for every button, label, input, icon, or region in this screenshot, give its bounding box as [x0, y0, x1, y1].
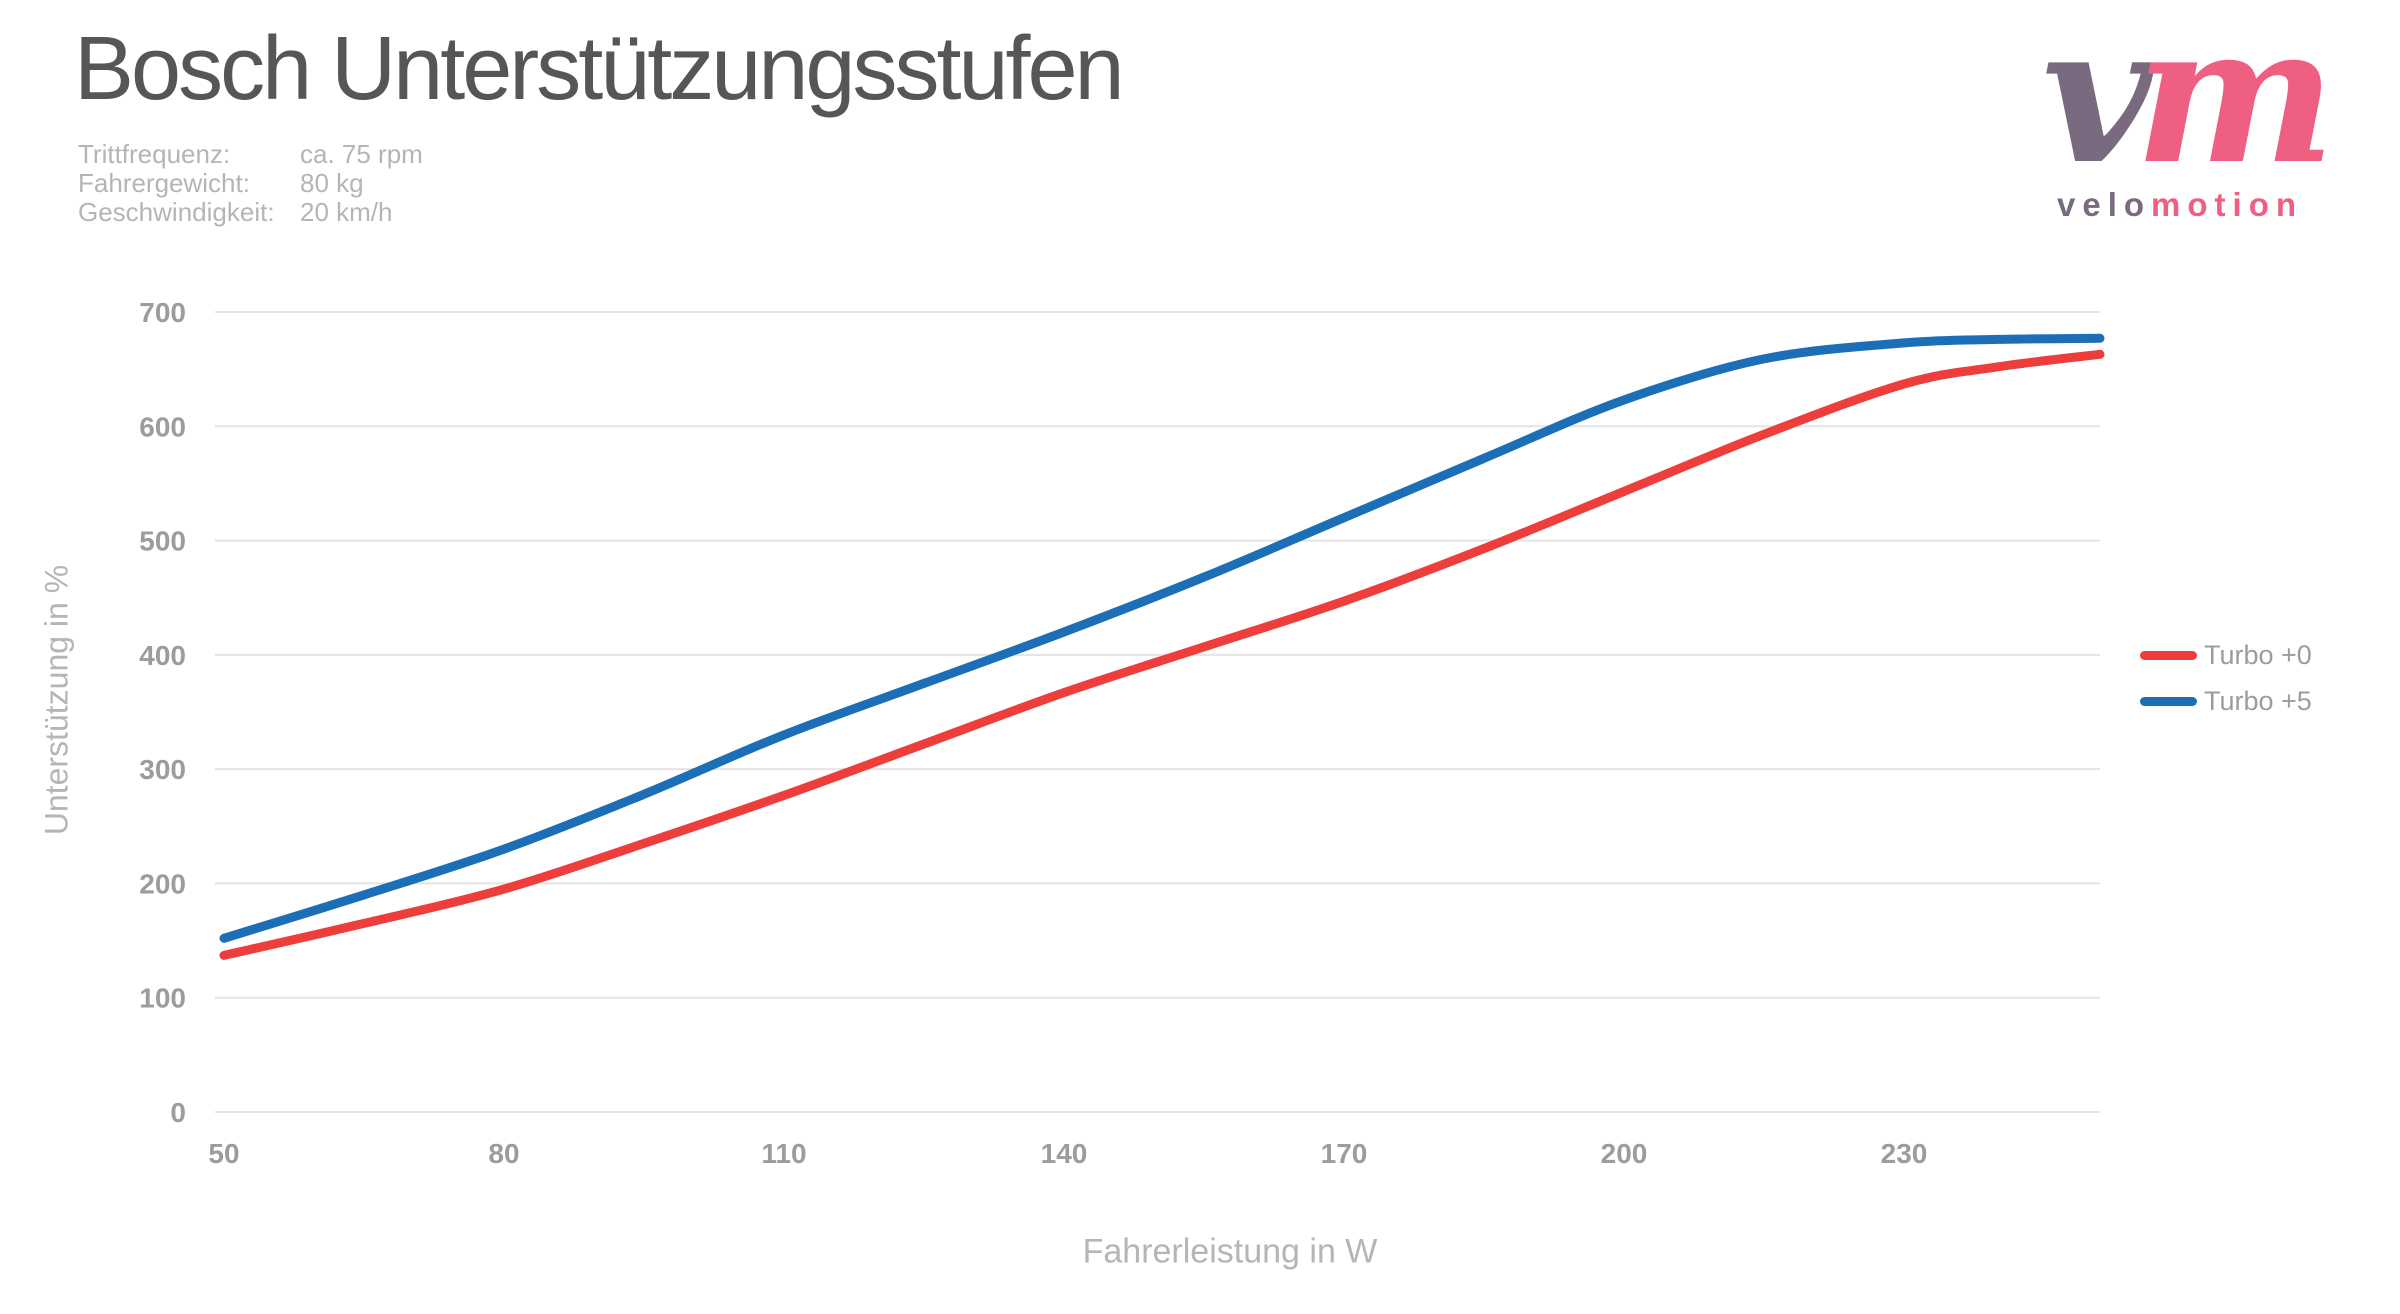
meta-row-fahrergewicht: Fahrergewicht: 80 kg	[78, 169, 423, 198]
logo-mark-v: v	[2042, 0, 2152, 206]
velomotion-logo-mark-icon: vm	[1990, 0, 2370, 190]
x-tick-label-140: 140	[1041, 1138, 1088, 1169]
x-tick-label-200: 200	[1601, 1138, 1648, 1169]
meta-label: Geschwindigkeit:	[78, 197, 275, 227]
legend-item-turbo-5: Turbo +5	[2140, 686, 2312, 716]
chart-parameters: Trittfrequenz: ca. 75 rpm Fahrergewicht:…	[78, 140, 423, 227]
x-tick-label-170: 170	[1321, 1138, 1368, 1169]
logo-mark-m: m	[2134, 0, 2336, 206]
wordmark-motion: motion	[2151, 186, 2304, 223]
page-title: Bosch Unterstützungsstufen	[74, 19, 1125, 119]
series-line-turbo-0	[219, 349, 2105, 960]
meta-value: 80 kg	[300, 168, 364, 198]
y-tick-label-100: 100	[139, 983, 186, 1014]
velomotion-wordmark: velomotion	[1990, 186, 2370, 224]
velomotion-logo: vm velomotion	[1990, 0, 2370, 224]
y-tick-label-400: 400	[139, 640, 186, 671]
y-tick-label-200: 200	[139, 868, 186, 899]
meta-row-geschwindigkeit: Geschwindigkeit: 20 km/h	[78, 198, 423, 227]
legend-swatch-blue-line-icon	[2140, 696, 2197, 706]
x-tick-label-80: 80	[488, 1138, 519, 1169]
x-tick-label-110: 110	[761, 1138, 806, 1169]
meta-row-trittfrequenz: Trittfrequenz: ca. 75 rpm	[78, 140, 423, 169]
meta-label: Trittfrequenz:	[78, 139, 231, 169]
legend-label: Turbo +5	[2204, 685, 2312, 716]
meta-value: ca. 75 rpm	[300, 139, 423, 169]
y-tick-label-500: 500	[139, 526, 186, 557]
legend-label: Turbo +0	[2204, 639, 2312, 670]
legend-swatch-red-line-icon	[2140, 650, 2197, 660]
y-tick-label-300: 300	[139, 754, 186, 785]
series-line-turbo-5	[219, 333, 2105, 943]
y-axis-title: Unterstützung in %	[38, 564, 75, 836]
x-tick-label-230: 230	[1881, 1138, 1928, 1169]
x-axis-title: Fahrerleistung in W	[1082, 1232, 1378, 1271]
meta-label: Fahrergewicht:	[78, 168, 250, 198]
legend: Turbo +0 Turbo +5	[2140, 640, 2312, 732]
wordmark-velo: velo	[2056, 186, 2152, 223]
legend-item-turbo-0: Turbo +0	[2140, 640, 2312, 670]
meta-value: 20 km/h	[300, 197, 393, 227]
y-tick-label-600: 600	[139, 411, 186, 442]
y-tick-label-0: 0	[170, 1097, 186, 1128]
y-tick-label-700: 700	[139, 297, 186, 328]
x-tick-label-50: 50	[208, 1138, 239, 1169]
